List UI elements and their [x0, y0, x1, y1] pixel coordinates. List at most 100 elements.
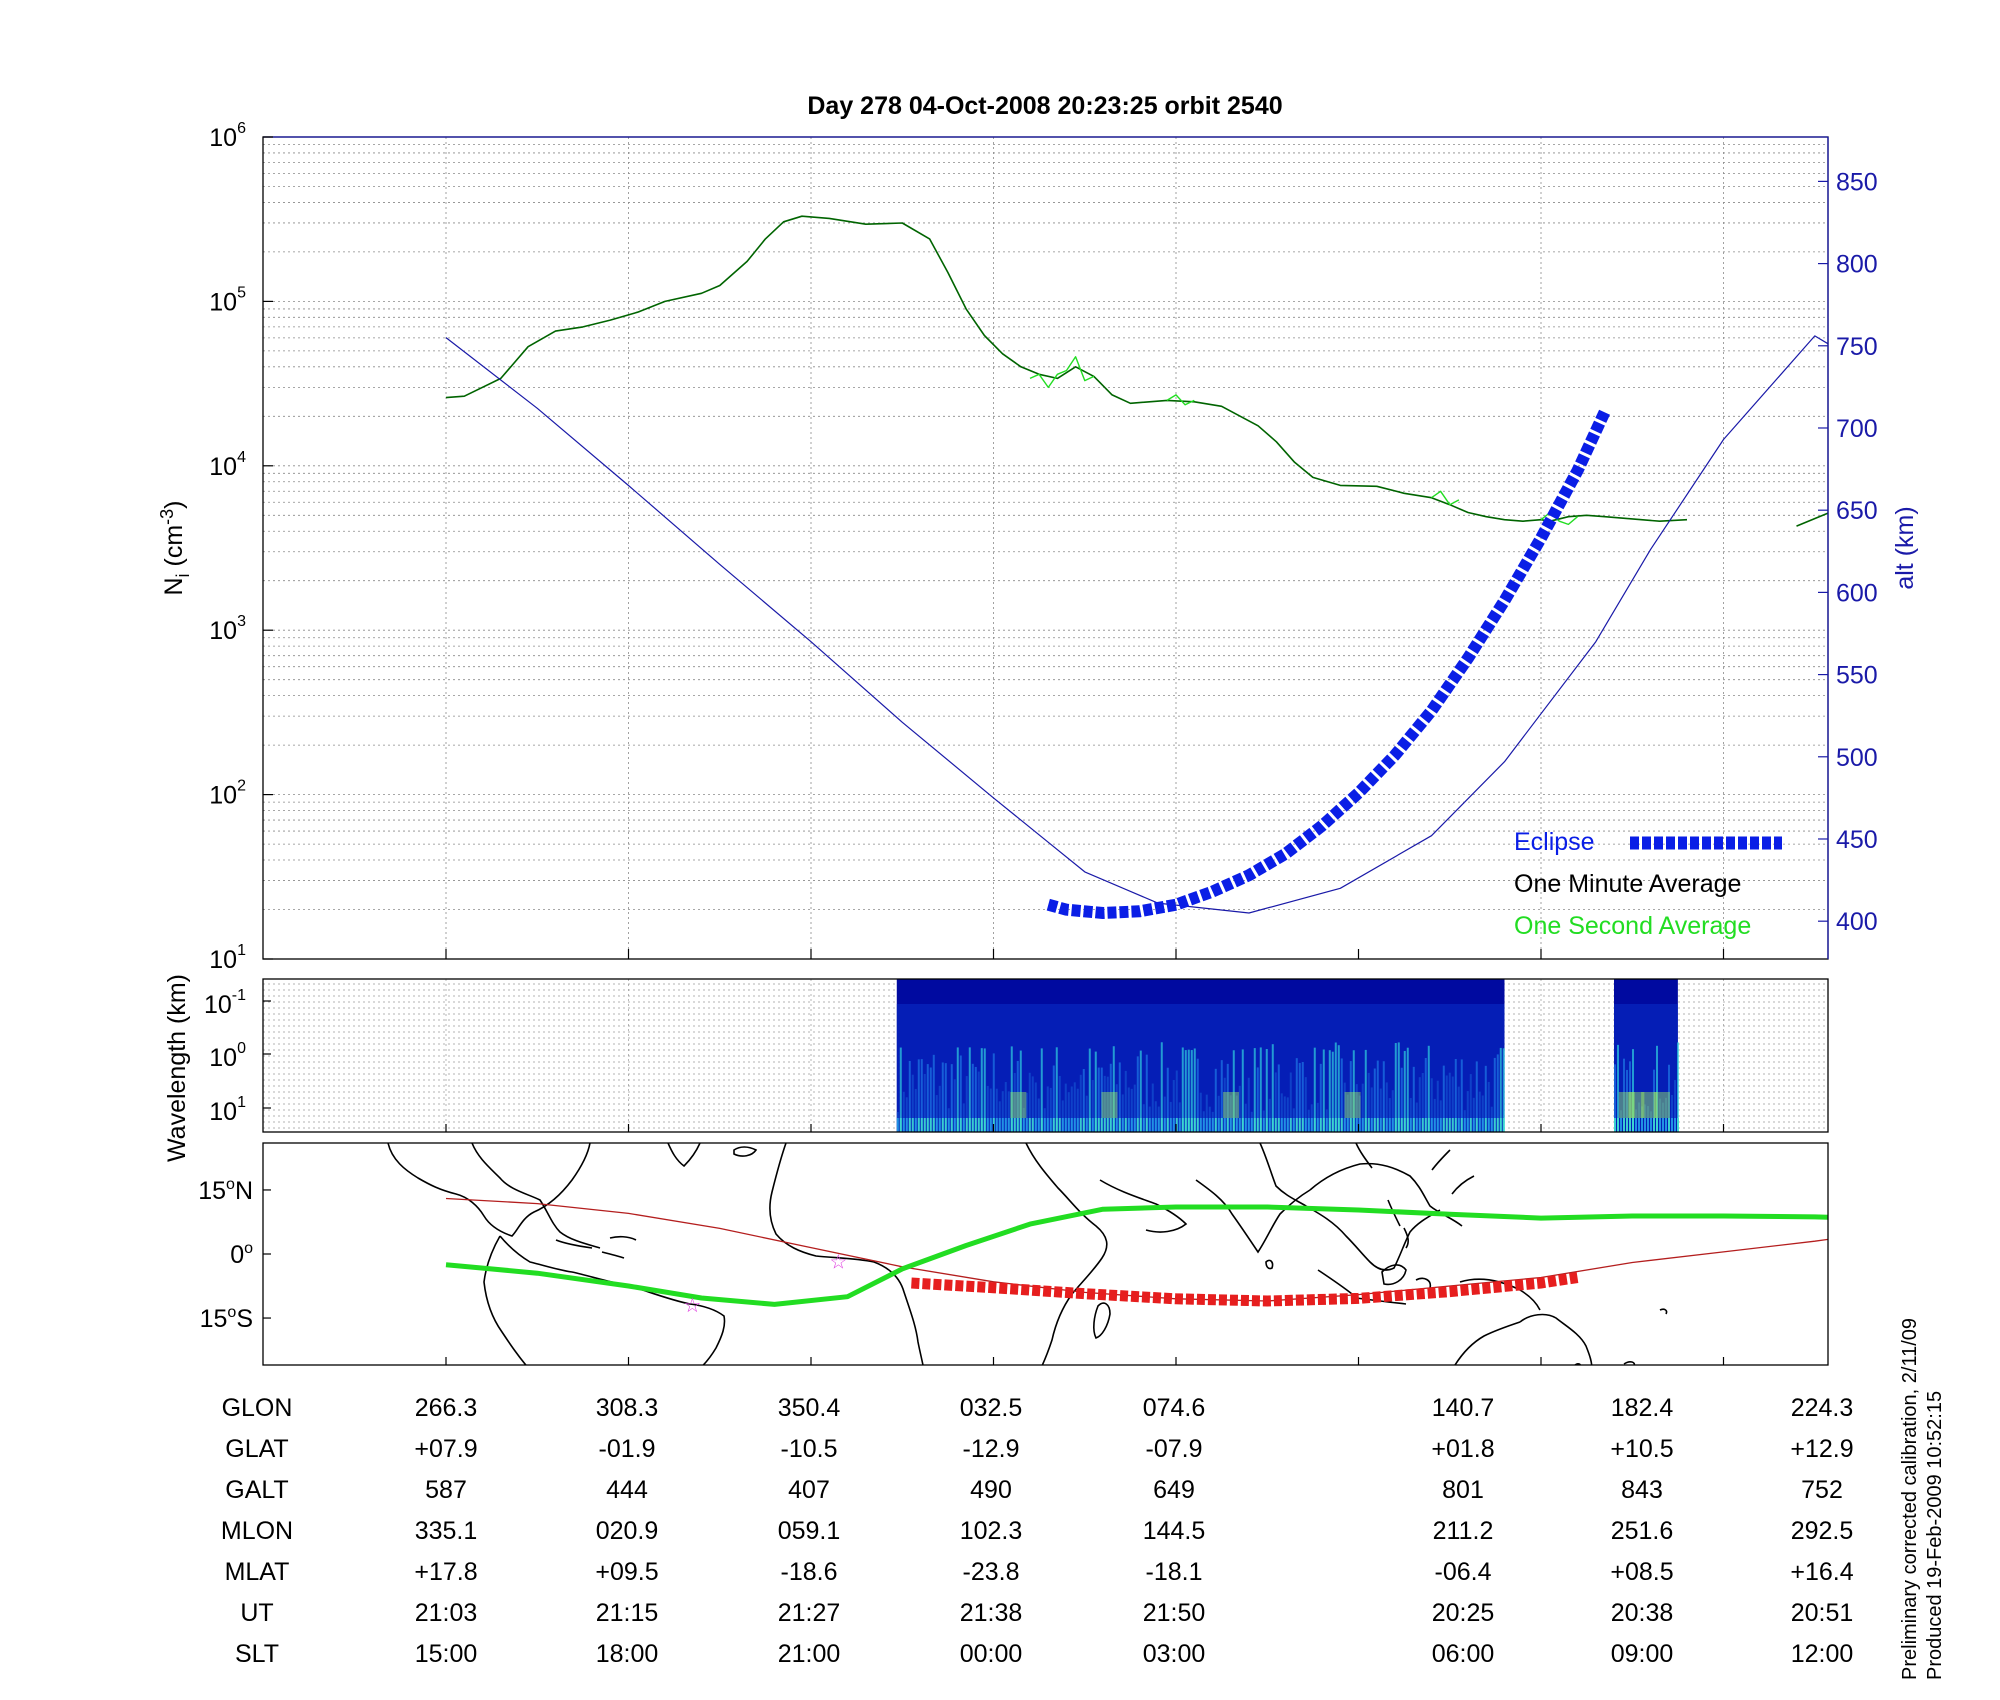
density-y-label-subscript: i — [173, 573, 193, 577]
spectrogram-column — [1193, 1048, 1196, 1132]
spectrogram-column — [971, 1063, 974, 1132]
spectrogram-base — [1184, 1118, 1187, 1132]
spectrogram-base — [1058, 1118, 1061, 1132]
spectrogram-column — [1487, 1081, 1490, 1132]
table-cell: 182.4 — [1611, 1394, 1674, 1422]
spectrogram-base — [1469, 1118, 1472, 1132]
spectrogram-base — [1656, 1118, 1658, 1132]
spectrogram-column — [1172, 1080, 1175, 1132]
spectrogram-base — [1082, 1118, 1085, 1132]
spectrogram-column — [1151, 1083, 1154, 1132]
spectrogram-base — [1442, 1118, 1445, 1132]
spectrogram-base — [977, 1118, 980, 1132]
table-cell: +17.8 — [414, 1558, 477, 1586]
spectrogram-base — [1316, 1118, 1319, 1132]
spectrogram-base — [1109, 1118, 1112, 1132]
spectrogram-column — [1130, 1088, 1133, 1132]
spectrogram-column — [1283, 1096, 1286, 1132]
altitude-tick-label: 550 — [1836, 662, 1878, 690]
spectrogram-base — [1394, 1118, 1397, 1132]
altitude-tick-label: 850 — [1836, 168, 1878, 196]
spectrogram-column — [1424, 1058, 1427, 1132]
spectrogram-base — [1178, 1118, 1181, 1132]
spectrogram-base — [1175, 1118, 1178, 1132]
spectrogram-column — [1433, 1098, 1436, 1132]
spectrogram-column — [1019, 1050, 1022, 1132]
spectrogram-base — [935, 1118, 938, 1132]
spectrogram-base — [1247, 1118, 1250, 1132]
coast-east-africa — [1025, 1143, 1108, 1365]
spectrogram-base — [1361, 1118, 1364, 1132]
coast-south-america — [483, 1235, 726, 1365]
table-cell: -01.9 — [599, 1435, 656, 1463]
spectrogram-base — [1331, 1118, 1334, 1132]
table-cell: 752 — [1801, 1476, 1843, 1504]
table-cell: 649 — [1153, 1476, 1195, 1504]
spectrogram-base — [1118, 1118, 1121, 1132]
spectrogram-base — [1196, 1118, 1199, 1132]
spectrogram-column — [929, 1067, 932, 1132]
spectrogram-base — [998, 1118, 1001, 1132]
spectrogram-column — [1493, 1057, 1496, 1132]
spectrogram-base — [1499, 1118, 1502, 1132]
map-star-marker-icon: ☆ — [683, 1295, 701, 1317]
spectrogram-column — [980, 1048, 983, 1132]
spectrogram-column — [1145, 1054, 1148, 1132]
spectrogram-base — [1163, 1118, 1166, 1132]
table-row-label: MLAT — [225, 1558, 290, 1586]
series-one-second — [1932, 476, 1943, 680]
spectrogram-column — [1409, 1098, 1412, 1132]
coast-madagascar — [1093, 1302, 1111, 1339]
side-note-calibration: Preliminary corrected calibration, 2/11/… — [1899, 1318, 1921, 1680]
spectrogram-column — [1403, 1050, 1406, 1132]
table-cell: +09.5 — [595, 1558, 658, 1586]
spectrogram-column — [1388, 1098, 1391, 1132]
spectrogram-base — [1241, 1118, 1244, 1132]
table-cell: 21:50 — [1143, 1599, 1206, 1627]
spectrogram-column — [1241, 1049, 1244, 1132]
spectrogram-base — [1385, 1118, 1388, 1132]
spectrogram-bright-spot — [1653, 1092, 1670, 1118]
table-cell: +01.8 — [1431, 1435, 1494, 1463]
spectrogram-column — [1160, 1042, 1163, 1132]
spectrogram-column — [1496, 1054, 1499, 1132]
spectrogram-base — [971, 1118, 974, 1132]
spectrogram-column — [1668, 1064, 1670, 1132]
spectrogram-base — [1235, 1118, 1238, 1132]
spectrogram-base — [1451, 1118, 1454, 1132]
spectrogram-column — [1031, 1076, 1034, 1132]
spectrogram-base — [1268, 1118, 1271, 1132]
spectrogram-base — [1355, 1118, 1358, 1132]
spectrogram-column — [1097, 1067, 1100, 1132]
spectrogram-column — [974, 1066, 977, 1132]
spectrogram-column — [1073, 1082, 1076, 1132]
spectrogram-base — [1157, 1118, 1160, 1132]
spectrogram-column — [1001, 1091, 1004, 1132]
spectrogram-column — [1217, 1095, 1220, 1132]
spectrogram-column — [1352, 1050, 1355, 1132]
spectrogram-base — [1232, 1118, 1235, 1132]
spectrogram-base — [1280, 1118, 1283, 1132]
spectrogram-column — [1340, 1058, 1343, 1132]
spectrogram-column — [1448, 1072, 1451, 1132]
spectrogram-column — [1442, 1065, 1445, 1132]
spectrogram-base — [1653, 1118, 1655, 1132]
table-cell: -23.8 — [963, 1558, 1020, 1586]
spectrogram-base — [1310, 1118, 1313, 1132]
spectrogram-column — [1274, 1072, 1277, 1132]
spectrogram-column — [1064, 1083, 1067, 1132]
spectrogram-column — [1136, 1056, 1139, 1132]
spectrogram-column — [1265, 1048, 1268, 1132]
spectrogram-column — [1058, 1075, 1061, 1132]
spectrogram-tick-label: 101 — [209, 1094, 246, 1126]
table-cell: 140.7 — [1432, 1394, 1495, 1422]
spectrogram-base — [1286, 1118, 1289, 1132]
table-cell: -07.9 — [1146, 1435, 1203, 1463]
spectrogram-base — [1493, 1118, 1496, 1132]
spectrogram-column — [1184, 1050, 1187, 1132]
coast-korea-japan — [1355, 1143, 1475, 1195]
spectrogram-base — [1070, 1118, 1073, 1132]
spectrogram-column — [1367, 1072, 1370, 1132]
spectrogram-column — [1421, 1072, 1424, 1132]
spectrogram-base — [1256, 1118, 1259, 1132]
